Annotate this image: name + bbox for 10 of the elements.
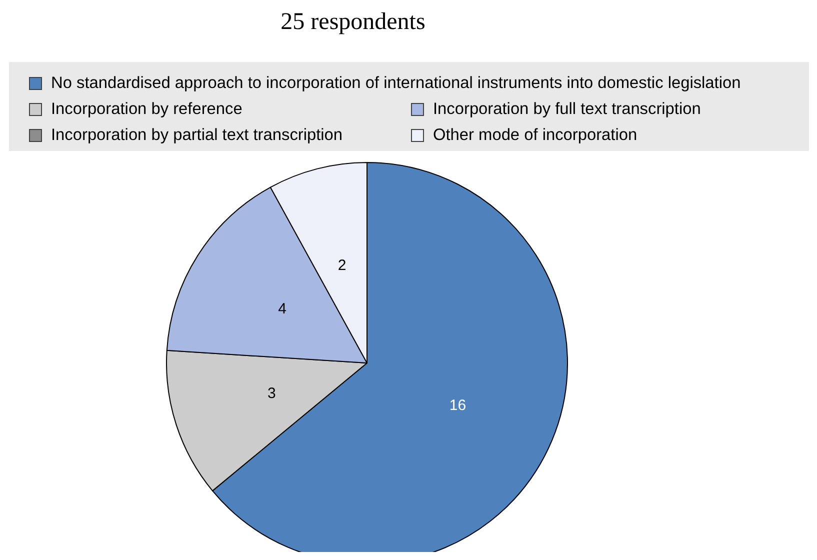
legend-label: Incorporation by reference — [51, 100, 242, 118]
legend-label: No standardised approach to incorporation of international instruments into domestic legislation — [51, 74, 741, 92]
chart-title: 25 respondents — [280, 8, 426, 36]
legend-label: Incorporation by full text transcription — [433, 100, 701, 118]
legend-label: Incorporation by partial text transcription — [51, 126, 343, 144]
data-label: 4 — [278, 300, 287, 318]
data-label: 3 — [267, 385, 276, 402]
legend-label: Other mode of incorporation — [433, 126, 638, 144]
data-label: 16 — [449, 396, 466, 414]
data-label: 2 — [338, 257, 346, 274]
